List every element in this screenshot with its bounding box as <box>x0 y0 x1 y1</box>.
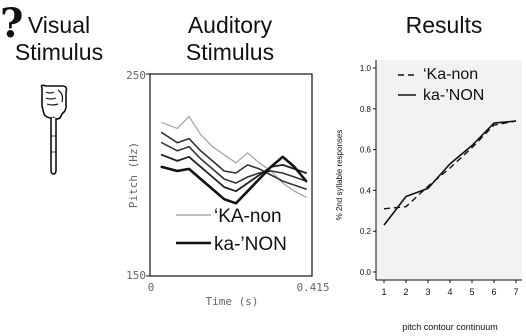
pitch-series-line-3 <box>160 141 307 184</box>
results-y-tick-label: 0.6 <box>360 146 372 155</box>
pitch-y-axis-label: Pitch (Hz) <box>127 142 140 208</box>
results-series-group <box>383 120 517 226</box>
pitch-series-line-2 <box>160 131 307 190</box>
results-x-tick-label: 7 <box>513 287 518 297</box>
visual-title-line2: Stimulus <box>14 39 104 65</box>
pitch-plot-border <box>149 73 313 277</box>
legend-label-ka-non: ‘KA-non <box>214 206 282 227</box>
results-title: Results <box>405 12 483 38</box>
results-legend-label-ka-non-stressed: ka-’NON <box>423 87 484 104</box>
question-mark-icon: ? <box>0 0 24 47</box>
results-x-tick-label: 2 <box>403 287 408 297</box>
legend-label-ka-non-stressed: ka-’NON <box>214 234 287 255</box>
pitch-series-line-4 <box>160 153 308 193</box>
results-legend-label-ka-non: ‘Ka-non <box>423 66 478 83</box>
results-x-axis-label: pitch contour continuum <box>402 322 498 332</box>
pitch-x-axis-label: Time (s) <box>206 295 259 308</box>
results-ticks: 0.0 0.2 0.4 0.6 0.8 1.0 1 2 3 4 5 6 7 <box>360 64 519 297</box>
visual-title-line1: Visual <box>27 12 91 38</box>
auditory-stimulus-title: Auditory Stimulus <box>168 12 292 66</box>
pitch-series-group <box>160 115 308 205</box>
results-x-tick-label: 3 <box>425 287 430 297</box>
results-y-tick-label: 1.0 <box>360 64 372 73</box>
pitch-series-line-1 <box>161 115 307 198</box>
pitch-y-max-label: 250 <box>126 69 146 82</box>
pitch-series-line-5 <box>160 155 308 205</box>
visual-stimulus-title: Visual Stimulus <box>0 12 118 66</box>
results-x-tick-label: 4 <box>447 287 452 297</box>
results-plot-frame <box>375 60 522 281</box>
results-plot-bg <box>376 60 522 280</box>
pitch-plot-frame <box>146 73 313 277</box>
results-y-tick-label: 0.0 <box>360 268 372 277</box>
auditory-title-line1: Auditory <box>187 12 273 38</box>
results-y-axis-label: % 2nd syllable responses <box>335 130 344 221</box>
results-x-tick-label: 1 <box>381 287 386 297</box>
results-y-tick-label: 0.8 <box>360 105 372 114</box>
pointing-hand-icon <box>40 84 68 175</box>
results-y-tick-label: 0.4 <box>360 186 372 195</box>
pitch-y-min-label: 150 <box>126 269 146 282</box>
results-x-tick-label: 5 <box>469 287 474 297</box>
results-series-line-2 <box>383 120 517 226</box>
auditory-title-line2: Stimulus <box>185 39 275 65</box>
results-x-tick-label: 6 <box>491 287 496 297</box>
results-y-tick-label: 0.2 <box>360 227 372 236</box>
pitch-x-max-label: 0.415 <box>296 281 329 294</box>
results-series-line-1 <box>383 120 517 210</box>
pitch-x-min-label: 0 <box>148 281 155 294</box>
